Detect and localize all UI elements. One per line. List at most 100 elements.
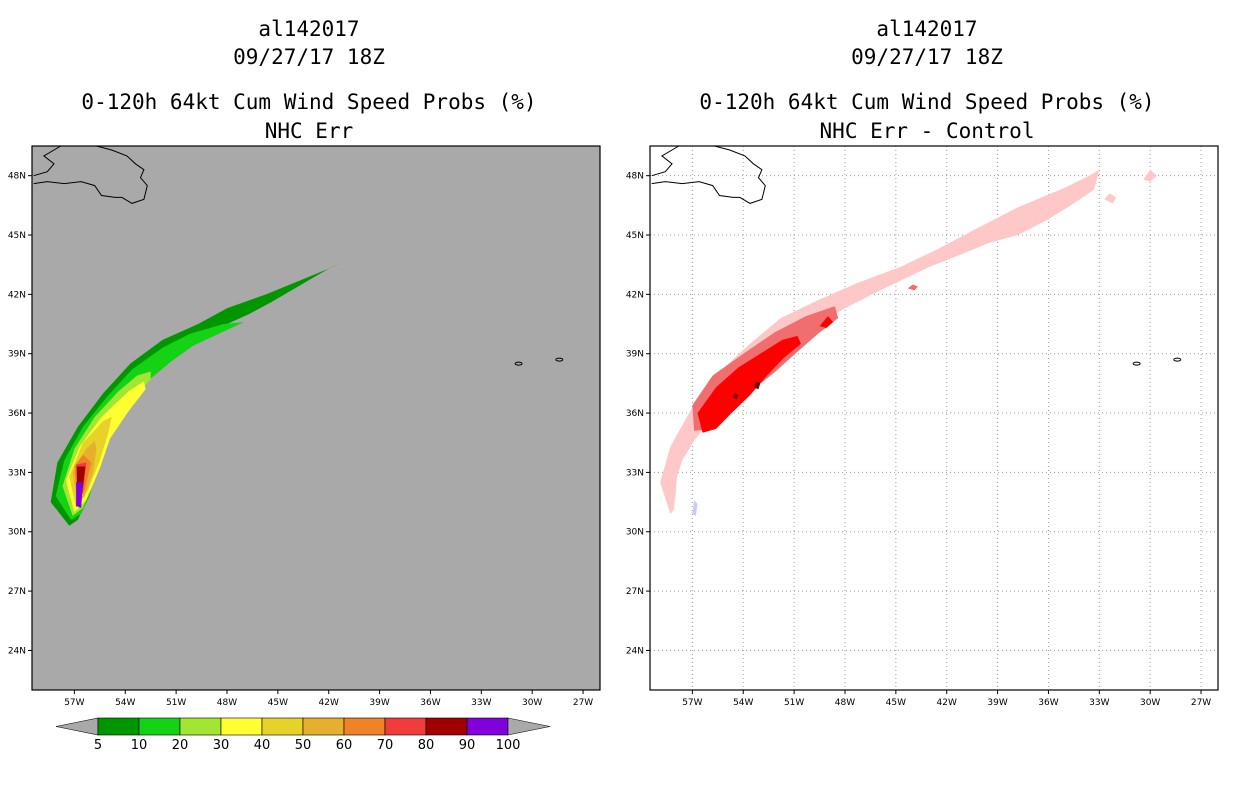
y-tick-label: 42N bbox=[626, 290, 644, 300]
y-tick-label: 24N bbox=[8, 646, 26, 656]
colorbar-low-arrow bbox=[55, 717, 99, 736]
colorbar-swatch bbox=[261, 717, 304, 736]
colorbar: 5 10 20 30 40 50 60 70 80 90 100 bbox=[55, 717, 551, 753]
x-tick-label: 33W bbox=[471, 698, 491, 708]
contour-10-region bbox=[733, 393, 739, 400]
coastline bbox=[33, 146, 62, 177]
contour-1-region bbox=[660, 169, 1100, 514]
colorbar-swatch bbox=[425, 717, 468, 736]
right-map-chart: 57W 54W 51W 48W 45W 42W 39W 36W 33W 30W 27W 24N 27N 3… bbox=[626, 145, 1232, 708]
y-tick-label: 30N bbox=[8, 528, 26, 538]
contour-1-region bbox=[1143, 169, 1157, 182]
island-outline bbox=[1132, 361, 1141, 366]
x-tick-label: 42W bbox=[937, 698, 957, 708]
title-subtitle: NHC Err - Control bbox=[819, 119, 1035, 143]
colorbar-label: 5 bbox=[94, 738, 102, 753]
x-tick-label: 51W bbox=[166, 698, 186, 708]
island-outline bbox=[555, 357, 564, 362]
right-panel: al142017 09/27/17 18Z 0-120h 64kt Cum Wi… bbox=[618, 0, 1236, 800]
y-tick-label: 27N bbox=[626, 587, 644, 597]
contour-5-region bbox=[697, 335, 801, 433]
x-tick-label: 45W bbox=[268, 698, 288, 708]
colorbar-label: 80 bbox=[418, 738, 435, 753]
title-storm-id: al142017 bbox=[876, 17, 978, 41]
x-tick-label: 27W bbox=[573, 698, 593, 708]
x-tick-label: 30W bbox=[522, 698, 542, 708]
plot-frame bbox=[31, 145, 601, 691]
title-product: 0-120h 64kt Cum Wind Speed Probs (%) bbox=[699, 90, 1155, 114]
contour-neg1-region bbox=[692, 500, 698, 516]
y-tick-label: 30N bbox=[626, 528, 644, 538]
contour-5-region bbox=[819, 316, 834, 328]
colorbar-swatch bbox=[220, 717, 263, 736]
y-tick-label: 39N bbox=[8, 350, 26, 360]
colorbar-swatch bbox=[138, 717, 181, 736]
contour-10-region bbox=[753, 381, 761, 390]
y-tick-label: 39N bbox=[626, 350, 644, 360]
coastline bbox=[651, 146, 766, 204]
x-tick-label: 48W bbox=[835, 698, 855, 708]
colorbar-swatch bbox=[302, 717, 345, 736]
x-tick-label: 39W bbox=[987, 698, 1007, 708]
island-outline bbox=[1225, 376, 1232, 379]
colorbar-label: 20 bbox=[172, 738, 189, 753]
island-outline bbox=[607, 376, 614, 379]
title-subtitle: NHC Err bbox=[264, 119, 354, 143]
contour-1-region bbox=[1104, 193, 1117, 204]
y-tick-label: 36N bbox=[8, 409, 26, 419]
y-tick-label: 48N bbox=[626, 172, 644, 182]
colorbar-swatch bbox=[97, 717, 140, 736]
title-date: 09/27/17 18Z bbox=[233, 45, 385, 69]
x-tick-label: 27W bbox=[1191, 698, 1211, 708]
colorbar-label: 100 bbox=[496, 738, 521, 753]
colorbar-label: 90 bbox=[459, 738, 476, 753]
x-tick-label: 42W bbox=[319, 698, 339, 708]
y-tick-label: 27N bbox=[8, 587, 26, 597]
coastline bbox=[33, 146, 148, 204]
x-tick-label: 33W bbox=[1089, 698, 1109, 708]
title-product: 0-120h 64kt Cum Wind Speed Probs (%) bbox=[81, 90, 537, 114]
colorbar-swatch bbox=[343, 717, 386, 736]
colorbar-swatch bbox=[466, 717, 509, 736]
coastline bbox=[651, 146, 680, 177]
plot-background bbox=[650, 146, 1218, 690]
x-tick-label: 45W bbox=[886, 698, 906, 708]
y-tick-label: 42N bbox=[8, 290, 26, 300]
colorbar-label: 40 bbox=[254, 738, 271, 753]
plot-frame bbox=[649, 145, 1219, 691]
colorbar-label: 70 bbox=[377, 738, 394, 753]
x-tick-label: 30W bbox=[1140, 698, 1160, 708]
x-tick-label: 36W bbox=[1038, 698, 1058, 708]
contour-3-region bbox=[907, 284, 918, 291]
island-outline bbox=[1173, 357, 1182, 362]
x-tick-label: 48W bbox=[217, 698, 237, 708]
contour-90-region bbox=[76, 482, 83, 508]
x-tick-label: 39W bbox=[369, 698, 389, 708]
colorbar-label: 10 bbox=[131, 738, 148, 753]
left-panel: al142017 09/27/17 18Z 0-120h 64kt Cum Wi… bbox=[8, 17, 614, 753]
y-tick-label: 45N bbox=[626, 231, 644, 241]
colorbar-swatch bbox=[384, 717, 427, 736]
x-tick-label: 51W bbox=[784, 698, 804, 708]
x-tick-label: 57W bbox=[682, 698, 702, 708]
colorbar-label: 50 bbox=[295, 738, 312, 753]
colorbar-swatch bbox=[179, 717, 222, 736]
left-map-chart: 57W 54W 51W 48W 45W 42W 39W 36W 33W 30W 27W 24N 27N 3… bbox=[8, 145, 614, 753]
y-tick-label: 48N bbox=[8, 172, 26, 182]
y-tick-label: 33N bbox=[626, 468, 644, 478]
x-tick-label: 36W bbox=[420, 698, 440, 708]
contour-layer bbox=[33, 146, 614, 526]
colorbar-high-arrow bbox=[507, 717, 551, 736]
y-tick-label: 45N bbox=[8, 231, 26, 241]
colorbar-label: 60 bbox=[336, 738, 353, 753]
title-date: 09/27/17 18Z bbox=[851, 45, 1003, 69]
title-storm-id: al142017 bbox=[258, 17, 360, 41]
y-tick-label: 24N bbox=[626, 646, 644, 656]
x-tick-label: 57W bbox=[64, 698, 84, 708]
colorbar-label: 30 bbox=[213, 738, 230, 753]
y-tick-label: 33N bbox=[8, 468, 26, 478]
contour-layer bbox=[651, 146, 1232, 516]
x-tick-label: 54W bbox=[115, 698, 135, 708]
plot-background bbox=[32, 146, 600, 690]
x-tick-label: 54W bbox=[733, 698, 753, 708]
